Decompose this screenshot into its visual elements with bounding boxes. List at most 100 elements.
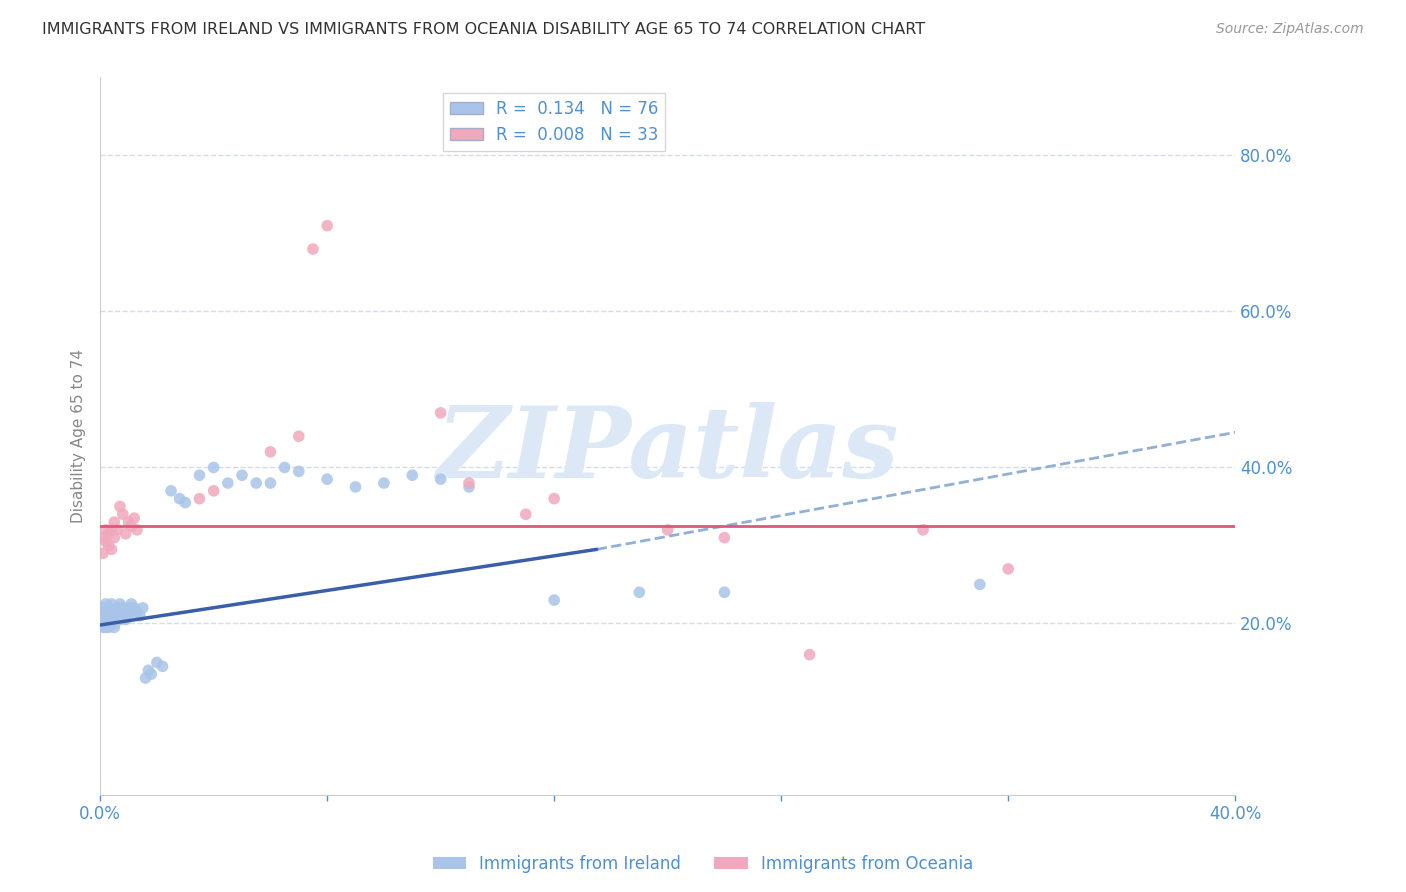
Point	[94, 523, 117, 537]
Point	[217, 476, 239, 491]
Point	[344, 480, 367, 494]
Point	[429, 406, 451, 420]
Point	[429, 472, 451, 486]
Point	[111, 608, 134, 623]
Point	[287, 429, 309, 443]
Point	[91, 531, 114, 545]
Point	[128, 608, 150, 623]
Point	[94, 534, 117, 549]
Point	[160, 483, 183, 498]
Point	[117, 608, 139, 623]
Text: Source: ZipAtlas.com: Source: ZipAtlas.com	[1216, 22, 1364, 37]
Point	[94, 597, 117, 611]
Point	[105, 608, 128, 623]
Point	[543, 491, 565, 506]
Point	[91, 546, 114, 560]
Y-axis label: Disability Age 65 to 74: Disability Age 65 to 74	[72, 350, 86, 524]
Legend: R =  0.134   N = 76, R =  0.008   N = 33: R = 0.134 N = 76, R = 0.008 N = 33	[443, 93, 665, 151]
Point	[152, 659, 174, 673]
Point	[202, 483, 225, 498]
Point	[103, 515, 125, 529]
Point	[120, 605, 142, 619]
Text: IMMIGRANTS FROM IRELAND VS IMMIGRANTS FROM OCEANIA DISABILITY AGE 65 TO 74 CORRE: IMMIGRANTS FROM IRELAND VS IMMIGRANTS FR…	[42, 22, 925, 37]
Point	[131, 600, 153, 615]
Point	[273, 460, 295, 475]
Point	[93, 613, 115, 627]
Point	[96, 616, 118, 631]
Point	[188, 468, 211, 483]
Point	[93, 605, 115, 619]
Point	[138, 663, 160, 677]
Point	[97, 526, 120, 541]
Text: ZIPatlas: ZIPatlas	[436, 402, 898, 499]
Point	[108, 605, 131, 619]
Point	[259, 445, 281, 459]
Point	[125, 605, 148, 619]
Point	[912, 523, 935, 537]
Point	[101, 608, 124, 623]
Point	[97, 616, 120, 631]
Legend: Immigrants from Ireland, Immigrants from Oceania: Immigrants from Ireland, Immigrants from…	[426, 848, 980, 880]
Point	[135, 671, 157, 685]
Point	[97, 620, 120, 634]
Point	[91, 620, 114, 634]
Point	[108, 613, 131, 627]
Point	[90, 605, 112, 619]
Point	[97, 608, 120, 623]
Point	[174, 495, 197, 509]
Point	[657, 523, 679, 537]
Point	[96, 608, 118, 623]
Point	[302, 242, 325, 256]
Point	[114, 613, 136, 627]
Point	[98, 605, 121, 619]
Point	[401, 468, 423, 483]
Point	[103, 620, 125, 634]
Point	[458, 476, 481, 491]
Point	[245, 476, 267, 491]
Point	[103, 616, 125, 631]
Point	[100, 613, 122, 627]
Point	[373, 476, 395, 491]
Point	[91, 608, 114, 623]
Point	[122, 600, 145, 615]
Point	[259, 476, 281, 491]
Point	[100, 608, 122, 623]
Point	[97, 605, 120, 619]
Point	[91, 616, 114, 631]
Point	[969, 577, 991, 591]
Point	[515, 508, 537, 522]
Point	[103, 605, 125, 619]
Point	[103, 613, 125, 627]
Point	[120, 519, 142, 533]
Point	[188, 491, 211, 506]
Point	[202, 460, 225, 475]
Point	[628, 585, 651, 599]
Point	[105, 605, 128, 619]
Point	[111, 508, 134, 522]
Point	[114, 526, 136, 541]
Point	[100, 597, 122, 611]
Point	[94, 620, 117, 634]
Point	[94, 613, 117, 627]
Point	[117, 600, 139, 615]
Point	[125, 523, 148, 537]
Point	[543, 593, 565, 607]
Point	[97, 600, 120, 615]
Point	[316, 219, 339, 233]
Point	[146, 656, 169, 670]
Point	[169, 491, 191, 506]
Point	[100, 616, 122, 631]
Point	[117, 515, 139, 529]
Point	[100, 605, 122, 619]
Point	[108, 500, 131, 514]
Point	[458, 480, 481, 494]
Point	[100, 523, 122, 537]
Point	[122, 511, 145, 525]
Point	[93, 608, 115, 623]
Point	[103, 531, 125, 545]
Point	[713, 531, 735, 545]
Point	[91, 600, 114, 615]
Point	[231, 468, 253, 483]
Point	[108, 597, 131, 611]
Point	[105, 523, 128, 537]
